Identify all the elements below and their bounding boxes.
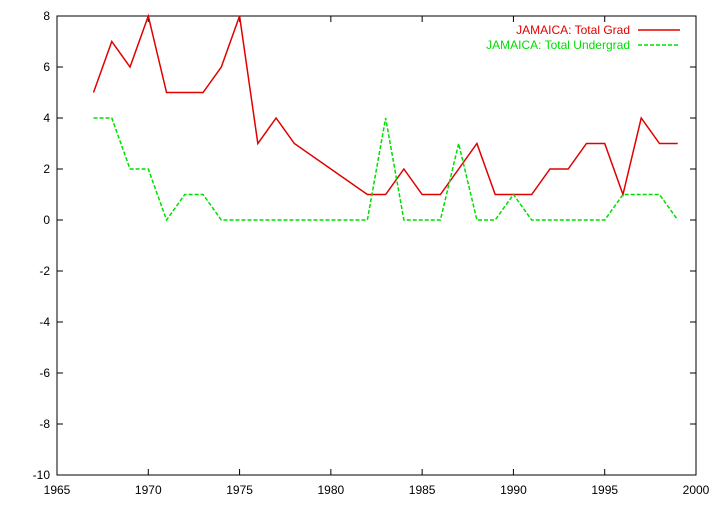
axis-ticks: -10 -8 -6 -4 -2 0 2 4 6 8 1965 1970 1975 1980 1985 1990…: [33, 9, 710, 497]
series-line-1: [92, 13, 678, 198]
x-tick-label: 1985: [409, 483, 436, 497]
y-tick-label: -10: [33, 468, 51, 482]
y-tick-label: -4: [39, 315, 50, 329]
x-tick-label: 1990: [500, 483, 527, 497]
legend-label-2: JAMAICA: Total Undergrad: [486, 38, 630, 52]
y-tick-label: -2: [39, 264, 50, 278]
y-tick-label: 2: [43, 162, 50, 176]
y-tick-label: -6: [39, 366, 50, 380]
y-tick-label: 6: [43, 60, 50, 74]
legend-label-1: JAMAICA: Total Grad: [516, 23, 630, 37]
x-tick-label: 1995: [591, 483, 618, 497]
y-tick-label: -8: [39, 417, 50, 431]
plot-frame: [56, 15, 697, 476]
x-tick-label: 1965: [44, 483, 71, 497]
series-lines: [92, 13, 679, 222]
x-tick-label: 1980: [318, 483, 345, 497]
y-tick-label: 0: [43, 213, 50, 227]
x-tick-label: 2000: [683, 483, 710, 497]
y-tick-label: 8: [43, 9, 50, 23]
x-tick-label: 1970: [135, 483, 162, 497]
x-tick-label: 1975: [226, 483, 253, 497]
y-tick-label: 4: [43, 111, 50, 125]
series-line-2: [93, 117, 679, 222]
